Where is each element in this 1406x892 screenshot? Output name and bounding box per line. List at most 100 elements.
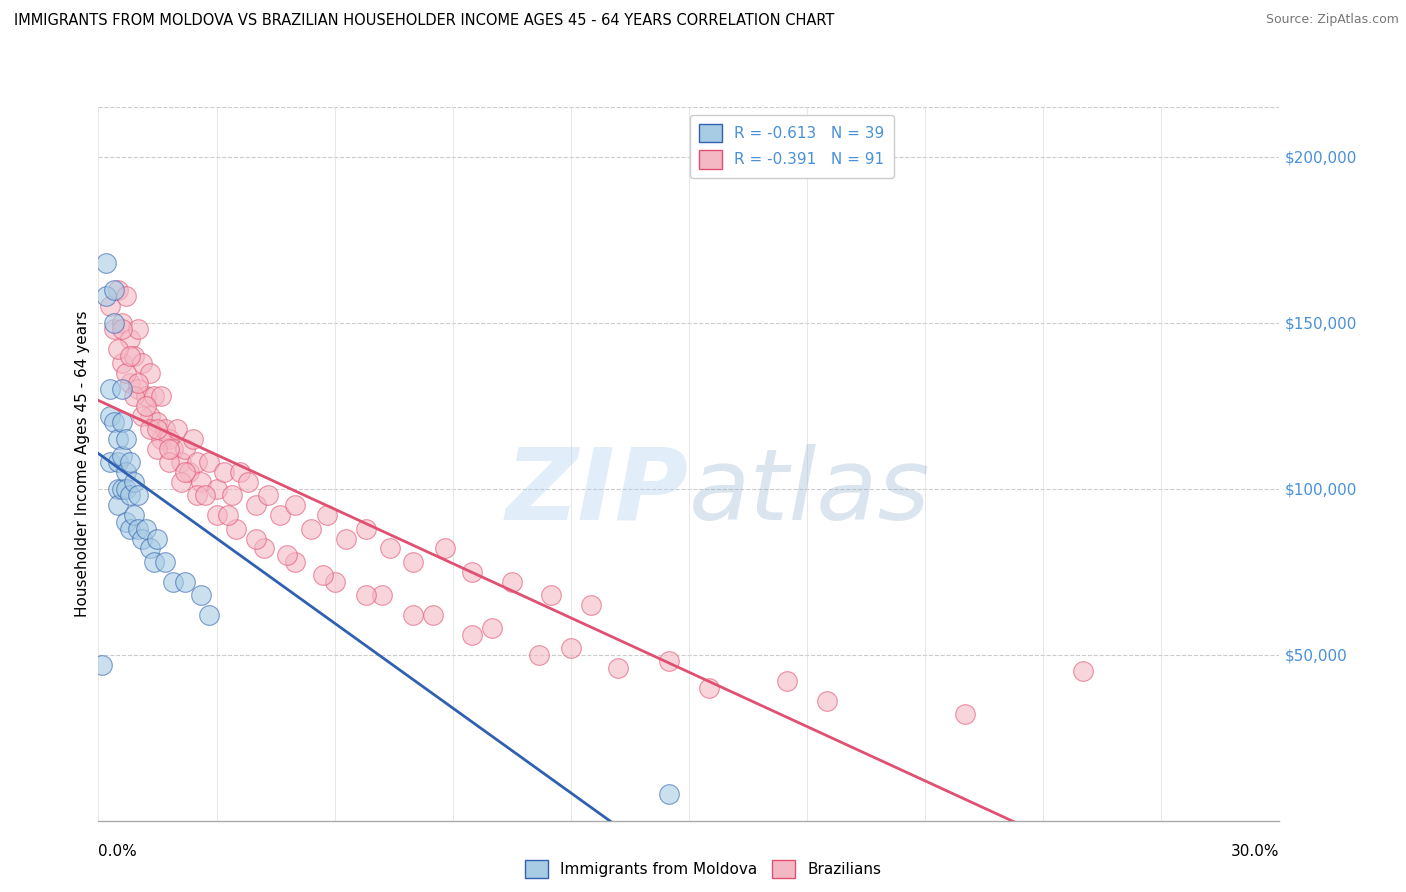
Point bbox=[335, 532, 357, 546]
Point bbox=[157, 432, 180, 446]
Point bbox=[155, 422, 177, 436]
Point bbox=[174, 442, 197, 456]
Point bbox=[157, 455, 180, 469]
Point bbox=[697, 681, 720, 695]
Point bbox=[162, 574, 184, 589]
Point bbox=[953, 707, 976, 722]
Point bbox=[190, 588, 212, 602]
Point bbox=[111, 449, 134, 463]
Point bbox=[138, 422, 160, 436]
Point bbox=[481, 621, 503, 635]
Point bbox=[122, 349, 145, 363]
Point bbox=[190, 475, 212, 489]
Text: 0.0%: 0.0% bbox=[98, 845, 138, 859]
Point bbox=[138, 366, 160, 380]
Point bbox=[607, 661, 630, 675]
Point bbox=[245, 532, 267, 546]
Point bbox=[225, 522, 247, 536]
Point bbox=[312, 568, 335, 582]
Point bbox=[529, 648, 551, 662]
Point bbox=[122, 389, 145, 403]
Point bbox=[299, 522, 322, 536]
Point bbox=[98, 455, 121, 469]
Point bbox=[122, 475, 145, 489]
Point bbox=[378, 541, 401, 556]
Point bbox=[111, 356, 134, 370]
Text: 30.0%: 30.0% bbox=[1232, 845, 1279, 859]
Point bbox=[138, 541, 160, 556]
Point bbox=[103, 322, 125, 336]
Point bbox=[371, 588, 394, 602]
Point bbox=[98, 409, 121, 423]
Point bbox=[402, 555, 425, 569]
Point bbox=[115, 289, 138, 303]
Point bbox=[142, 389, 165, 403]
Point bbox=[98, 382, 121, 396]
Point bbox=[658, 654, 681, 668]
Point bbox=[107, 499, 129, 513]
Text: atlas: atlas bbox=[689, 444, 931, 541]
Point bbox=[276, 548, 298, 562]
Point bbox=[461, 628, 484, 642]
Point bbox=[256, 488, 278, 502]
Point bbox=[1071, 665, 1094, 679]
Point bbox=[354, 588, 377, 602]
Point bbox=[107, 283, 129, 297]
Point bbox=[166, 422, 188, 436]
Point bbox=[269, 508, 291, 523]
Point bbox=[135, 399, 157, 413]
Point bbox=[155, 555, 177, 569]
Point bbox=[214, 465, 236, 479]
Point bbox=[174, 465, 197, 479]
Point bbox=[131, 532, 153, 546]
Text: Source: ZipAtlas.com: Source: ZipAtlas.com bbox=[1265, 13, 1399, 27]
Point bbox=[217, 508, 239, 523]
Point bbox=[245, 499, 267, 513]
Point bbox=[127, 382, 149, 396]
Point bbox=[142, 555, 165, 569]
Point bbox=[658, 787, 681, 801]
Point bbox=[115, 482, 138, 496]
Point bbox=[221, 488, 243, 502]
Point bbox=[107, 455, 129, 469]
Point bbox=[115, 465, 138, 479]
Point bbox=[776, 674, 799, 689]
Point bbox=[197, 455, 219, 469]
Point bbox=[111, 322, 134, 336]
Point bbox=[194, 488, 217, 502]
Point bbox=[118, 455, 141, 469]
Point bbox=[115, 515, 138, 529]
Y-axis label: Householder Income Ages 45 - 64 years: Householder Income Ages 45 - 64 years bbox=[75, 310, 90, 617]
Point bbox=[560, 641, 582, 656]
Text: IMMIGRANTS FROM MOLDOVA VS BRAZILIAN HOUSEHOLDER INCOME AGES 45 - 64 YEARS CORRE: IMMIGRANTS FROM MOLDOVA VS BRAZILIAN HOU… bbox=[14, 13, 834, 29]
Point bbox=[118, 488, 141, 502]
Point bbox=[315, 508, 337, 523]
Point bbox=[115, 432, 138, 446]
Point bbox=[422, 607, 444, 622]
Point bbox=[433, 541, 456, 556]
Point bbox=[540, 588, 562, 602]
Point bbox=[103, 316, 125, 330]
Point bbox=[146, 415, 169, 429]
Point bbox=[118, 522, 141, 536]
Legend: R = -0.613   N = 39, R = -0.391   N = 91: R = -0.613 N = 39, R = -0.391 N = 91 bbox=[690, 115, 894, 178]
Legend: Immigrants from Moldova, Brazilians: Immigrants from Moldova, Brazilians bbox=[519, 854, 887, 884]
Point bbox=[323, 574, 346, 589]
Point bbox=[127, 376, 149, 390]
Point bbox=[170, 455, 193, 469]
Point bbox=[107, 343, 129, 357]
Point bbox=[131, 356, 153, 370]
Point bbox=[284, 555, 307, 569]
Point bbox=[107, 482, 129, 496]
Point bbox=[146, 532, 169, 546]
Point bbox=[174, 574, 197, 589]
Point bbox=[118, 349, 141, 363]
Point bbox=[205, 508, 228, 523]
Point bbox=[98, 299, 121, 313]
Point bbox=[177, 465, 200, 479]
Point bbox=[181, 432, 204, 446]
Point bbox=[150, 432, 173, 446]
Point bbox=[461, 565, 484, 579]
Point bbox=[501, 574, 523, 589]
Point bbox=[96, 256, 118, 270]
